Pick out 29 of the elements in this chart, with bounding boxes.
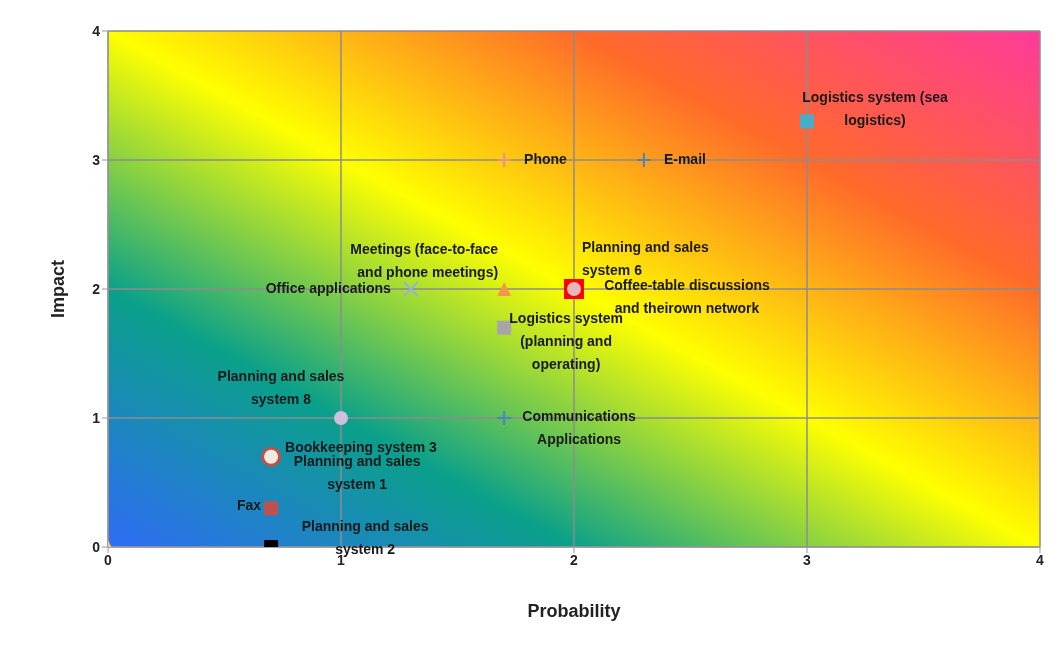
- series-label: E-mail: [663, 150, 706, 167]
- x-tick-label: 3: [803, 551, 812, 568]
- series-label: Planning and sales system 6: [582, 238, 710, 278]
- y-axis-title: Impact: [48, 259, 69, 319]
- point: [496, 410, 513, 426]
- point: [264, 501, 279, 516]
- x-tick-label: 0: [104, 551, 113, 568]
- point: [800, 114, 814, 129]
- point: [497, 282, 512, 296]
- y-tick-label: 1: [92, 409, 101, 426]
- point: [497, 320, 512, 335]
- y-tick-label: 3: [92, 151, 101, 168]
- series-label: Planning and sales system 8: [217, 367, 345, 407]
- series-label: Fax: [236, 497, 262, 513]
- x-axis-title: Probability: [527, 601, 621, 621]
- point: [334, 411, 348, 425]
- series-label: Logistics system (sea logistics): [802, 88, 948, 128]
- x-tick-label: 4: [1036, 551, 1045, 568]
- y-tick-label: 2: [92, 280, 101, 297]
- point: [496, 152, 513, 168]
- y-tick-label: 0: [92, 538, 101, 555]
- series-label: Communications Applications: [522, 407, 637, 447]
- x-tick-label: 2: [570, 551, 579, 568]
- series-label: Office applications: [265, 279, 392, 296]
- y-tick-label: 4: [92, 22, 101, 39]
- point: [402, 281, 419, 297]
- series-label: Meetings (face-to-face and phone meetings): [350, 240, 499, 280]
- series-label: Phone: [524, 150, 568, 167]
- point: [635, 152, 652, 168]
